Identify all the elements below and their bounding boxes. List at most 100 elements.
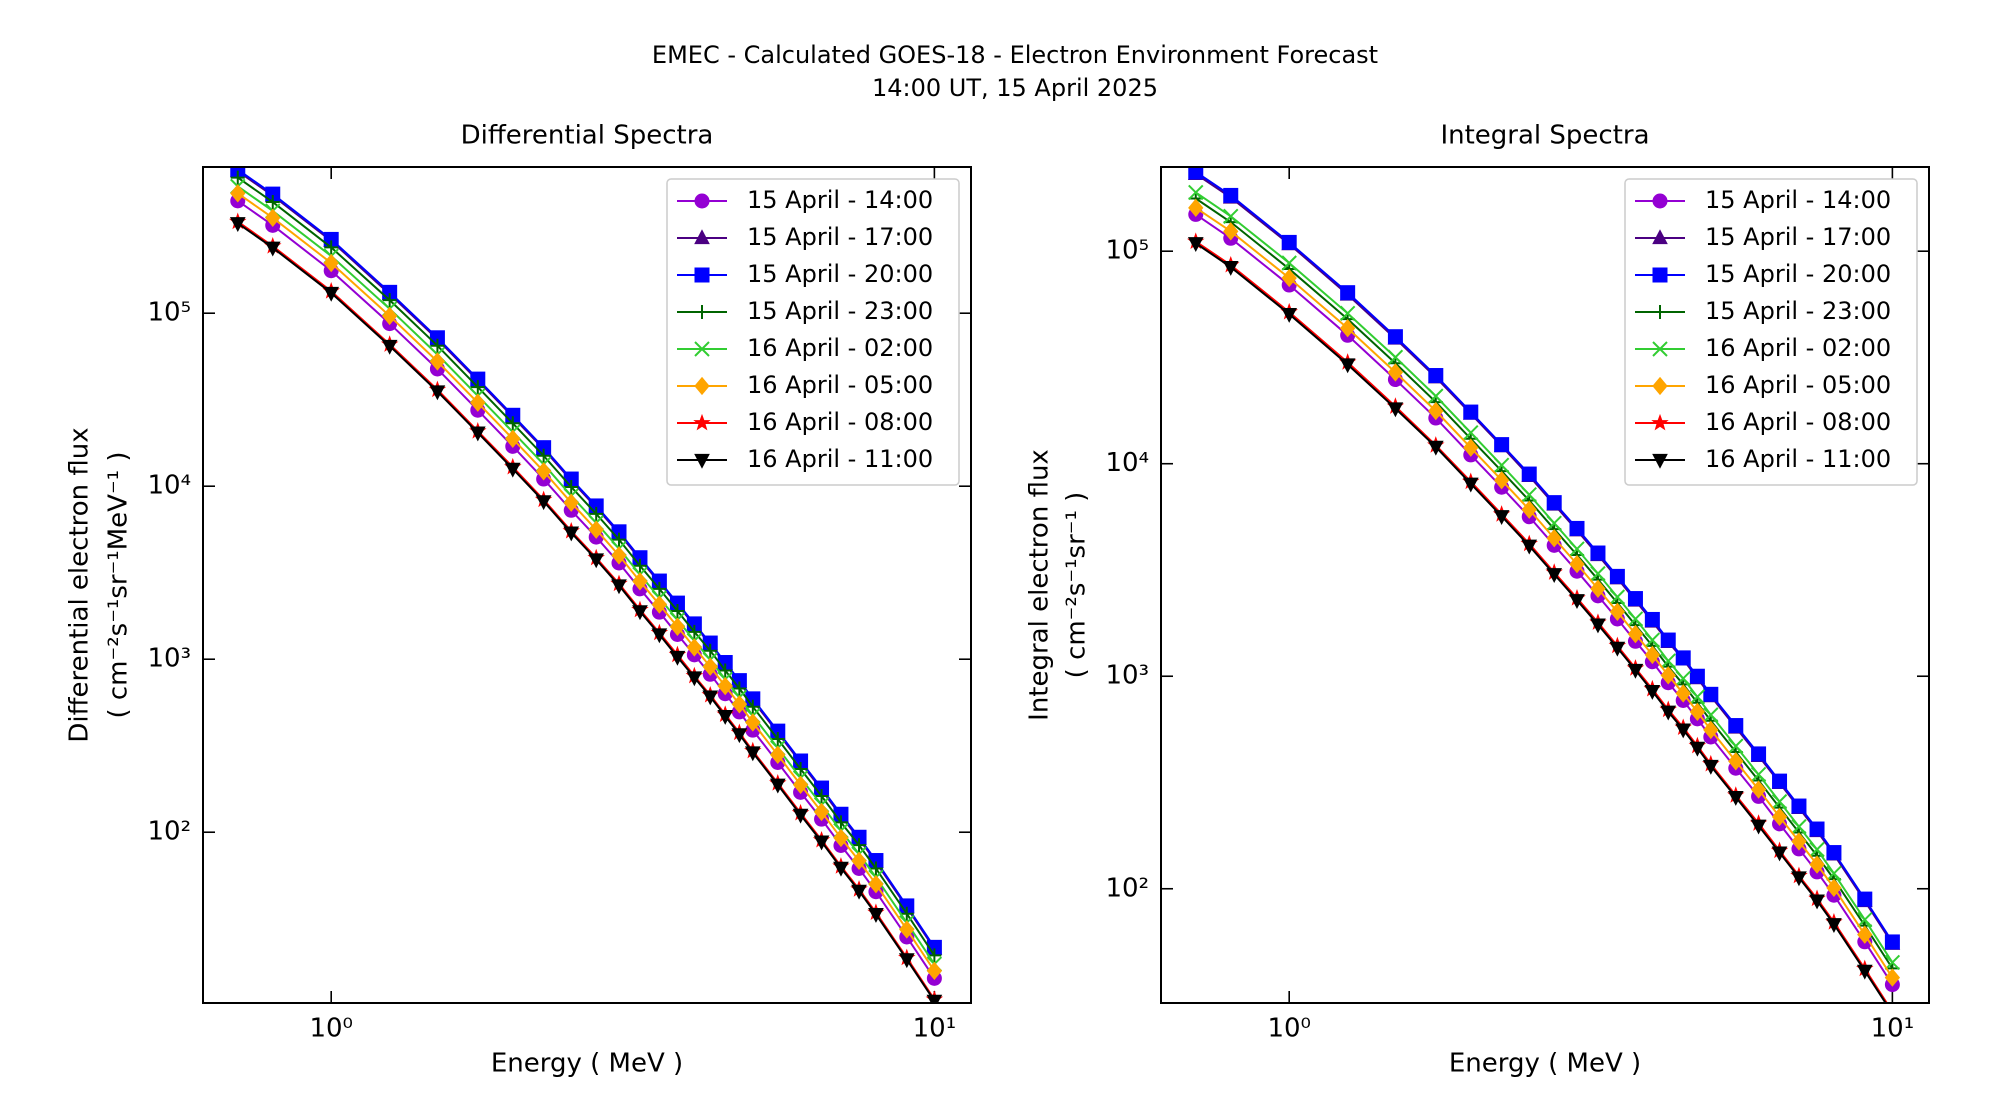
marker bbox=[632, 572, 648, 591]
marker bbox=[814, 788, 829, 803]
marker bbox=[1609, 589, 1626, 605]
marker bbox=[1339, 358, 1356, 374]
marker bbox=[1281, 268, 1297, 288]
marker bbox=[1884, 968, 1901, 987]
marker bbox=[1857, 912, 1873, 928]
marker bbox=[1546, 568, 1563, 583]
marker bbox=[470, 380, 485, 395]
marker bbox=[1428, 401, 1444, 421]
marker bbox=[745, 713, 761, 732]
marker bbox=[744, 746, 761, 762]
x-tick-label: 10⁰ bbox=[309, 1014, 353, 1044]
marker bbox=[1281, 234, 1297, 250]
marker bbox=[382, 293, 397, 308]
legend-label: 15 April - 17:00 bbox=[747, 223, 933, 251]
marker bbox=[868, 874, 884, 894]
marker bbox=[1627, 611, 1644, 627]
marker bbox=[899, 920, 915, 939]
marker bbox=[1675, 684, 1691, 703]
marker bbox=[1428, 368, 1444, 384]
marker bbox=[1660, 666, 1676, 685]
marker bbox=[1660, 705, 1677, 721]
marker bbox=[1387, 363, 1404, 382]
marker bbox=[1462, 477, 1479, 493]
marker bbox=[1644, 611, 1660, 627]
marker bbox=[1223, 222, 1239, 241]
marker bbox=[1627, 663, 1644, 679]
marker bbox=[1569, 594, 1585, 609]
marker bbox=[589, 506, 604, 521]
marker bbox=[1771, 846, 1788, 862]
marker bbox=[1223, 187, 1239, 203]
marker bbox=[1826, 865, 1842, 882]
marker bbox=[1644, 685, 1661, 700]
marker bbox=[1791, 798, 1807, 814]
marker bbox=[1791, 871, 1807, 887]
marker bbox=[926, 961, 943, 981]
marker bbox=[429, 352, 446, 371]
legend-box bbox=[666, 178, 960, 486]
x-tick-label: 10¹ bbox=[913, 1014, 957, 1044]
marker bbox=[1463, 404, 1479, 420]
marker bbox=[564, 479, 579, 494]
marker bbox=[898, 953, 915, 969]
marker bbox=[1703, 686, 1719, 702]
marker bbox=[1340, 285, 1356, 301]
marker bbox=[1728, 718, 1744, 734]
marker bbox=[718, 663, 733, 678]
marker bbox=[769, 778, 786, 794]
marker bbox=[1463, 438, 1479, 457]
marker bbox=[1569, 520, 1585, 536]
legend-label: 15 April - 17:00 bbox=[1705, 223, 1891, 251]
marker bbox=[1750, 766, 1767, 783]
marker bbox=[611, 532, 626, 547]
marker bbox=[1728, 738, 1744, 754]
marker bbox=[535, 495, 552, 511]
marker bbox=[669, 617, 686, 636]
marker bbox=[833, 828, 849, 848]
marker bbox=[732, 681, 747, 696]
marker bbox=[1771, 793, 1788, 810]
marker bbox=[1546, 515, 1562, 531]
marker bbox=[1809, 855, 1825, 874]
marker bbox=[1569, 554, 1585, 574]
marker bbox=[1609, 602, 1626, 621]
marker bbox=[1546, 529, 1562, 548]
marker bbox=[1188, 198, 1204, 218]
marker bbox=[1727, 790, 1744, 806]
marker bbox=[229, 217, 246, 233]
y-tick-label: 10⁴ bbox=[1105, 448, 1149, 478]
marker bbox=[792, 775, 809, 794]
marker bbox=[1675, 723, 1692, 739]
marker bbox=[1751, 746, 1767, 762]
marker bbox=[694, 193, 710, 209]
marker bbox=[745, 699, 760, 714]
marker bbox=[1493, 457, 1510, 473]
legend-label: 16 April - 02:00 bbox=[1705, 334, 1891, 362]
marker bbox=[588, 553, 605, 569]
marker bbox=[469, 426, 486, 442]
x-axis-label: Energy ( MeV ) bbox=[1449, 1049, 1641, 1079]
marker bbox=[852, 838, 867, 853]
legend-label: 16 April - 05:00 bbox=[747, 371, 933, 399]
marker bbox=[793, 761, 808, 776]
marker bbox=[1689, 702, 1706, 722]
marker bbox=[702, 657, 718, 676]
marker bbox=[702, 690, 719, 706]
marker bbox=[703, 643, 718, 658]
marker bbox=[1702, 759, 1719, 775]
marker bbox=[926, 994, 943, 1003]
marker bbox=[1809, 894, 1825, 910]
marker bbox=[632, 558, 647, 573]
marker bbox=[670, 603, 685, 618]
marker bbox=[731, 728, 748, 744]
marker bbox=[770, 745, 786, 765]
marker bbox=[1281, 307, 1298, 323]
marker bbox=[669, 650, 686, 666]
marker bbox=[382, 306, 398, 326]
y-tick-label: 10⁵ bbox=[147, 298, 191, 328]
marker bbox=[430, 338, 445, 353]
marker bbox=[899, 906, 914, 921]
marker bbox=[1857, 891, 1873, 907]
